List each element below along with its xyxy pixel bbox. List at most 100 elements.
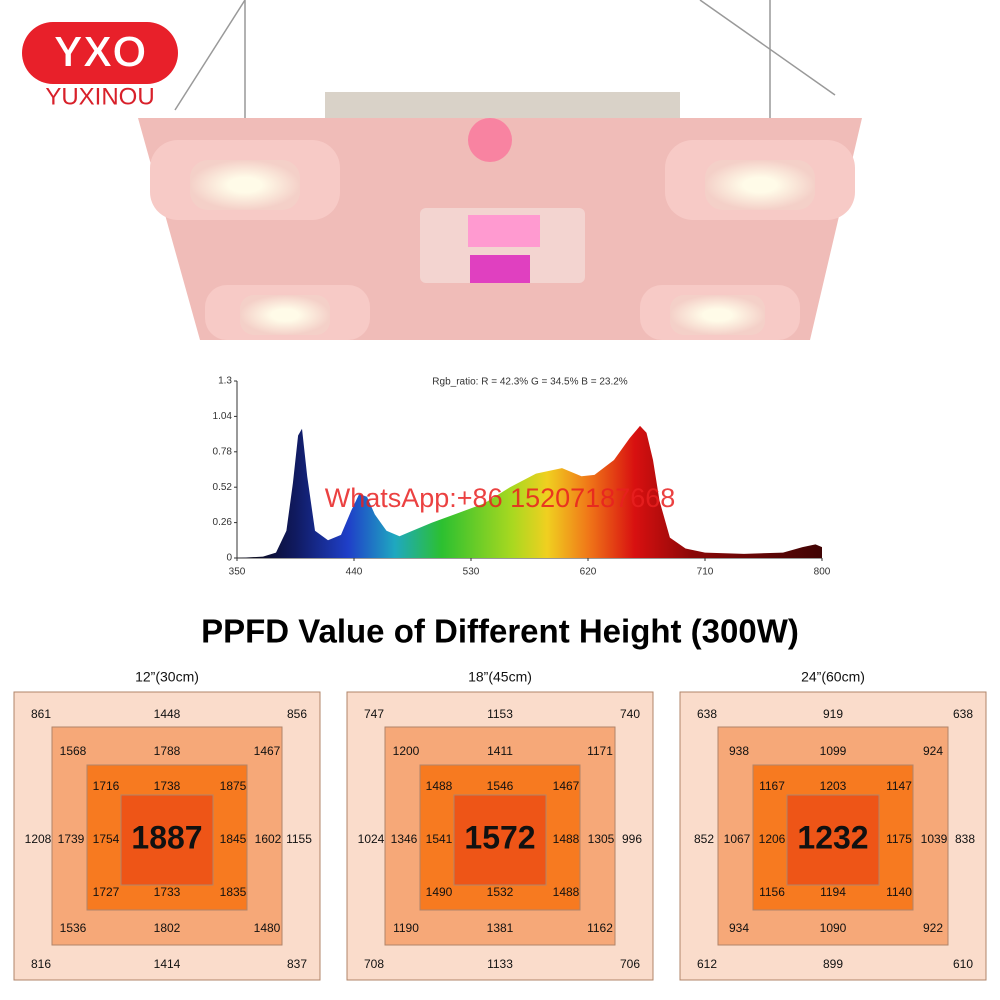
ppfd-value: 1845 [220,832,247,846]
y-tick-label: 1.3 [218,376,232,387]
ppfd-value: 1024 [358,832,385,846]
logo-badge [22,22,178,84]
ppfd-value: 1788 [154,744,181,758]
ppfd-value: 1411 [487,744,513,758]
x-tick-label: 710 [697,567,714,578]
ppfd-title: PPFD Value of Different Height (300W) [201,613,799,650]
ppfd-value: 1727 [93,885,120,899]
grid-label: 24”(60cm) [801,669,865,685]
y-tick-label: 0.26 [213,517,233,528]
ppfd-value: 1716 [93,779,120,793]
ppfd-value: 924 [923,744,943,758]
ppfd-value: 856 [287,707,307,721]
ppfd-value: 1381 [487,921,514,935]
ppfd-value: 1208 [25,832,52,846]
ppfd-value: 1167 [759,779,785,793]
ppfd-value: 861 [31,707,51,721]
ppfd-center: 1572 [464,819,535,855]
ppfd-value: 1754 [93,832,120,846]
ppfd-value: 1175 [886,832,912,846]
ppfd-value: 934 [729,921,749,935]
ppfd-value: 1448 [154,707,181,721]
ppfd-value: 1602 [255,832,282,846]
x-tick-label: 350 [229,567,246,578]
ppfd-value: 1739 [58,832,85,846]
ppfd-value: 1733 [154,885,181,899]
ppfd-value: 610 [953,957,973,971]
ppfd-value: 919 [823,707,843,721]
grid-label: 18”(45cm) [468,669,532,685]
ppfd-value: 1488 [553,832,580,846]
x-tick-label: 530 [463,567,480,578]
ppfd-value: 1067 [724,832,751,846]
ppfd-value: 1536 [60,921,87,935]
ppfd-value: 1162 [587,921,613,935]
ppfd-value: 1194 [820,885,846,899]
zone [786,794,880,886]
ppfd-value: 1203 [820,779,847,793]
ppfd-value: 1200 [393,744,420,758]
logo-mark: YXO [54,28,147,77]
ppfd-value: 708 [364,957,384,971]
ppfd-center: 1887 [131,819,202,855]
ppfd-value: 1156 [759,885,785,899]
spectrum-area [237,425,822,558]
ppfd-value: 1133 [487,957,513,971]
ppfd-value: 638 [697,707,717,721]
grid-label: 12”(30cm) [135,669,199,685]
ppfd-value: 1099 [820,744,847,758]
zone [120,794,214,886]
spectrum-title: Rgb_ratio: R = 42.3% G = 34.5% B = 23.2% [432,377,628,388]
ppfd-value: 996 [622,832,642,846]
x-tick-label: 800 [814,567,831,578]
ppfd-value: 1090 [820,921,847,935]
watermark: WhatsApp:+86 15207187668 [325,483,676,513]
ppfd-value: 1190 [393,921,419,935]
zone [453,794,547,886]
ppfd-value: 1467 [254,744,281,758]
ppfd-value: 1488 [553,885,580,899]
ppfd-value: 1305 [588,832,615,846]
ppfd-value: 1738 [154,779,181,793]
ppfd-value: 1490 [426,885,453,899]
ppfd-value: 1039 [921,832,948,846]
ppfd-value: 938 [729,744,749,758]
ppfd-value: 1171 [587,744,613,758]
ppfd-value: 838 [955,832,975,846]
ppfd-value: 612 [697,957,717,971]
ppfd-value: 1835 [220,885,247,899]
ppfd-value: 1546 [487,779,514,793]
ppfd-value: 1802 [154,921,181,935]
ppfd-value: 1155 [286,832,312,846]
logo: YXO YUXINOU [22,22,178,110]
y-tick-label: 0 [226,553,232,564]
ppfd-value: 1414 [154,957,181,971]
ppfd-value: 852 [694,832,714,846]
ppfd-value: 899 [823,957,843,971]
y-tick-label: 1.04 [213,411,233,422]
ppfd-value: 747 [364,707,384,721]
y-tick-label: 0.52 [213,482,233,493]
ppfd-grids: 12”(30cm) 861 1448 856 1208 1155 816 1414 837 156… [13,669,987,981]
ppfd-value: 1541 [426,832,453,846]
ppfd-value: 1568 [60,744,87,758]
ppfd-value: 1206 [759,832,786,846]
ppfd-value: 1346 [391,832,418,846]
logo-name: YUXINOU [45,83,154,110]
ppfd-value: 1875 [220,779,247,793]
lamp-photo [138,0,862,340]
ppfd-value: 706 [620,957,640,971]
ppfd-value: 1488 [426,779,453,793]
ppfd-value: 1140 [886,885,912,899]
ppfd-value: 816 [31,957,51,971]
y-tick-label: 0.78 [213,446,233,457]
ppfd-value: 1153 [487,707,513,721]
ppfd-value: 638 [953,707,973,721]
ppfd-center: 1232 [797,819,868,855]
spectrum-chart: Rgb_ratio: R = 42.3% G = 34.5% B = 23.2%… [213,376,831,578]
ppfd-value: 1480 [254,921,281,935]
x-tick-label: 620 [580,567,597,578]
x-tick-label: 440 [346,567,363,578]
